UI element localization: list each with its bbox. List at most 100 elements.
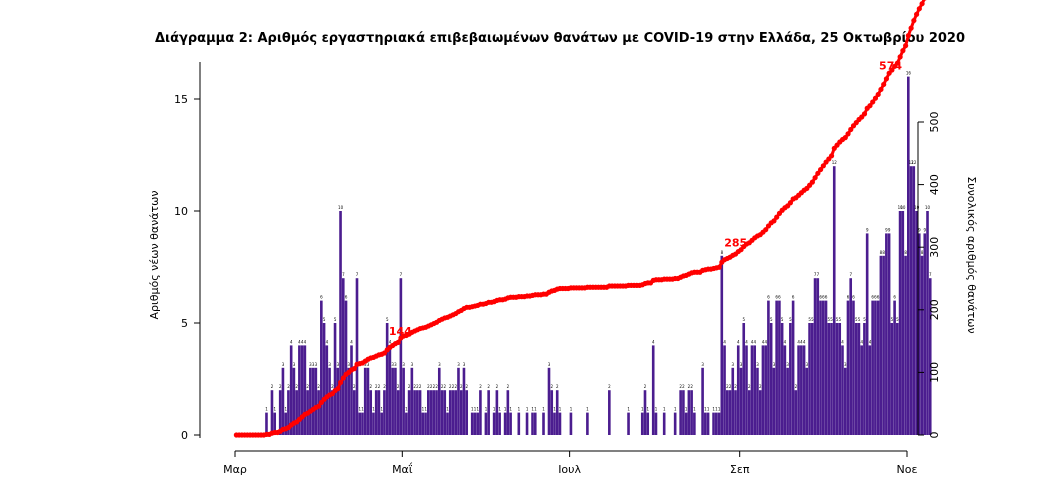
cumulative-point-211 xyxy=(812,175,818,181)
right-tick-label-0: 0 xyxy=(928,432,941,439)
bar-day-66 xyxy=(416,390,419,435)
bar-day-56 xyxy=(388,345,392,435)
bar-label-day-39: 7 xyxy=(342,272,345,277)
bar-label-day-63: 2 xyxy=(408,384,411,389)
bar-label-day-45: 1 xyxy=(359,407,362,412)
left-tick-label-1: 5 xyxy=(181,317,188,330)
bar-day-25 xyxy=(303,345,307,435)
cumulative-point-247 xyxy=(911,17,917,24)
bar-label-day-230: 9 xyxy=(866,227,869,232)
bar-day-42 xyxy=(350,345,353,435)
bar-label-day-205: 4 xyxy=(797,339,800,344)
cumulative-point-243 xyxy=(900,48,906,54)
bar-day-245 xyxy=(907,76,910,435)
bar-day-212 xyxy=(816,278,820,435)
bar-label-day-238: 9 xyxy=(888,227,891,232)
bar-label-day-183: 4 xyxy=(737,339,740,344)
bar-day-52 xyxy=(377,390,381,435)
bar-label-day-64: 3 xyxy=(411,362,414,367)
bar-label-day-26: 2 xyxy=(306,384,309,389)
cumulative-point-202 xyxy=(787,200,794,206)
bar-label-day-143: 1 xyxy=(627,407,630,412)
bar-day-32 xyxy=(322,323,326,435)
bar-day-54 xyxy=(383,390,386,435)
cumulative-point-233 xyxy=(872,95,879,101)
bar-day-76 xyxy=(443,390,447,435)
bar-day-41 xyxy=(347,367,351,435)
bar-label-day-24: 4 xyxy=(301,339,304,344)
bar-label-day-72: 2 xyxy=(433,384,436,389)
bar-label-day-209: 5 xyxy=(808,317,811,322)
bar-label-day-215: 6 xyxy=(825,295,828,300)
bar-day-47 xyxy=(363,367,367,435)
bar-day-240 xyxy=(893,300,896,435)
bar-label-day-61: 3 xyxy=(402,362,405,367)
bar-label-day-115: 2 xyxy=(551,384,554,389)
bar-label-day-249: 9 xyxy=(918,227,921,232)
bar-label-day-150: 1 xyxy=(647,407,650,412)
bar-label-day-227: 5 xyxy=(858,317,861,322)
bar-day-143 xyxy=(627,412,630,435)
chart-title: Διάγραμμα 2: Αριθμός εργαστηριακά επιβεβ… xyxy=(155,31,965,46)
bar-label-day-35: 2 xyxy=(331,384,334,389)
cumulative-point-30 xyxy=(316,403,322,409)
bar-day-186 xyxy=(745,345,748,435)
bar-label-day-13: 2 xyxy=(271,384,274,389)
bar-label-day-206: 4 xyxy=(800,339,803,344)
bar-day-205 xyxy=(797,345,800,435)
bar-label-day-103: 1 xyxy=(518,407,521,412)
bar-label-day-170: 3 xyxy=(701,362,704,367)
bar-day-192 xyxy=(761,345,765,435)
bar-day-29 xyxy=(314,367,318,435)
bar-day-223 xyxy=(846,300,850,435)
bar-day-178 xyxy=(723,345,726,435)
bar-day-62 xyxy=(405,412,408,435)
bar-label-day-188: 4 xyxy=(751,339,754,344)
bar-day-219 xyxy=(835,323,839,435)
bar-day-13 xyxy=(270,390,274,435)
bar-label-day-78: 2 xyxy=(449,384,452,389)
x-axis-ticks: Μαρ Μαΐ Ιουλ Σεπ Νοε xyxy=(223,451,918,476)
bar-day-209 xyxy=(808,323,811,435)
bar-day-244 xyxy=(904,255,907,435)
bar-day-196 xyxy=(772,367,776,435)
bar-day-249 xyxy=(917,233,921,435)
bar-day-241 xyxy=(896,323,899,435)
cumulative-point-37 xyxy=(335,386,341,392)
bar-day-55 xyxy=(385,323,389,435)
bar-day-165 xyxy=(687,390,691,435)
bar-day-152 xyxy=(651,345,655,435)
bar-label-day-98: 1 xyxy=(504,407,507,412)
bar-label-day-247: 12 xyxy=(911,160,917,165)
bar-day-115 xyxy=(550,390,554,435)
bar-day-246 xyxy=(909,166,913,435)
x-tick-label-1: Μαΐ xyxy=(392,462,413,476)
bar-label-day-109: 1 xyxy=(534,407,537,412)
bar-label-day-228: 4 xyxy=(860,339,863,344)
bar-label-day-200: 4 xyxy=(784,339,787,344)
bar-day-232 xyxy=(871,300,874,435)
bar-label-day-46: 1 xyxy=(361,407,364,412)
cumulative-point-245 xyxy=(905,33,911,39)
bar-label-day-18: 1 xyxy=(284,407,287,412)
bar-day-184 xyxy=(739,367,743,435)
bar-label-day-25: 4 xyxy=(304,339,307,344)
bar-day-64 xyxy=(410,367,414,435)
bar-label-day-86: 1 xyxy=(471,407,474,412)
bar-day-175 xyxy=(715,412,718,435)
bar-label-day-180: 2 xyxy=(729,384,732,389)
bar-label-day-253: 7 xyxy=(929,272,932,277)
bar-label-day-83: 3 xyxy=(463,362,466,367)
bar-day-218 xyxy=(832,166,836,435)
bar-label-day-234: 6 xyxy=(877,295,880,300)
cumulative-point-224 xyxy=(848,126,854,133)
bar-day-176 xyxy=(717,412,721,435)
bar-day-222 xyxy=(843,367,847,435)
bar-label-day-187: 2 xyxy=(748,384,751,389)
bar-day-99 xyxy=(506,390,510,435)
bar-label-day-117: 2 xyxy=(556,384,559,389)
bar-day-217 xyxy=(830,323,833,435)
right-tick-label-2: 200 xyxy=(928,299,941,320)
bar-day-210 xyxy=(811,323,814,435)
